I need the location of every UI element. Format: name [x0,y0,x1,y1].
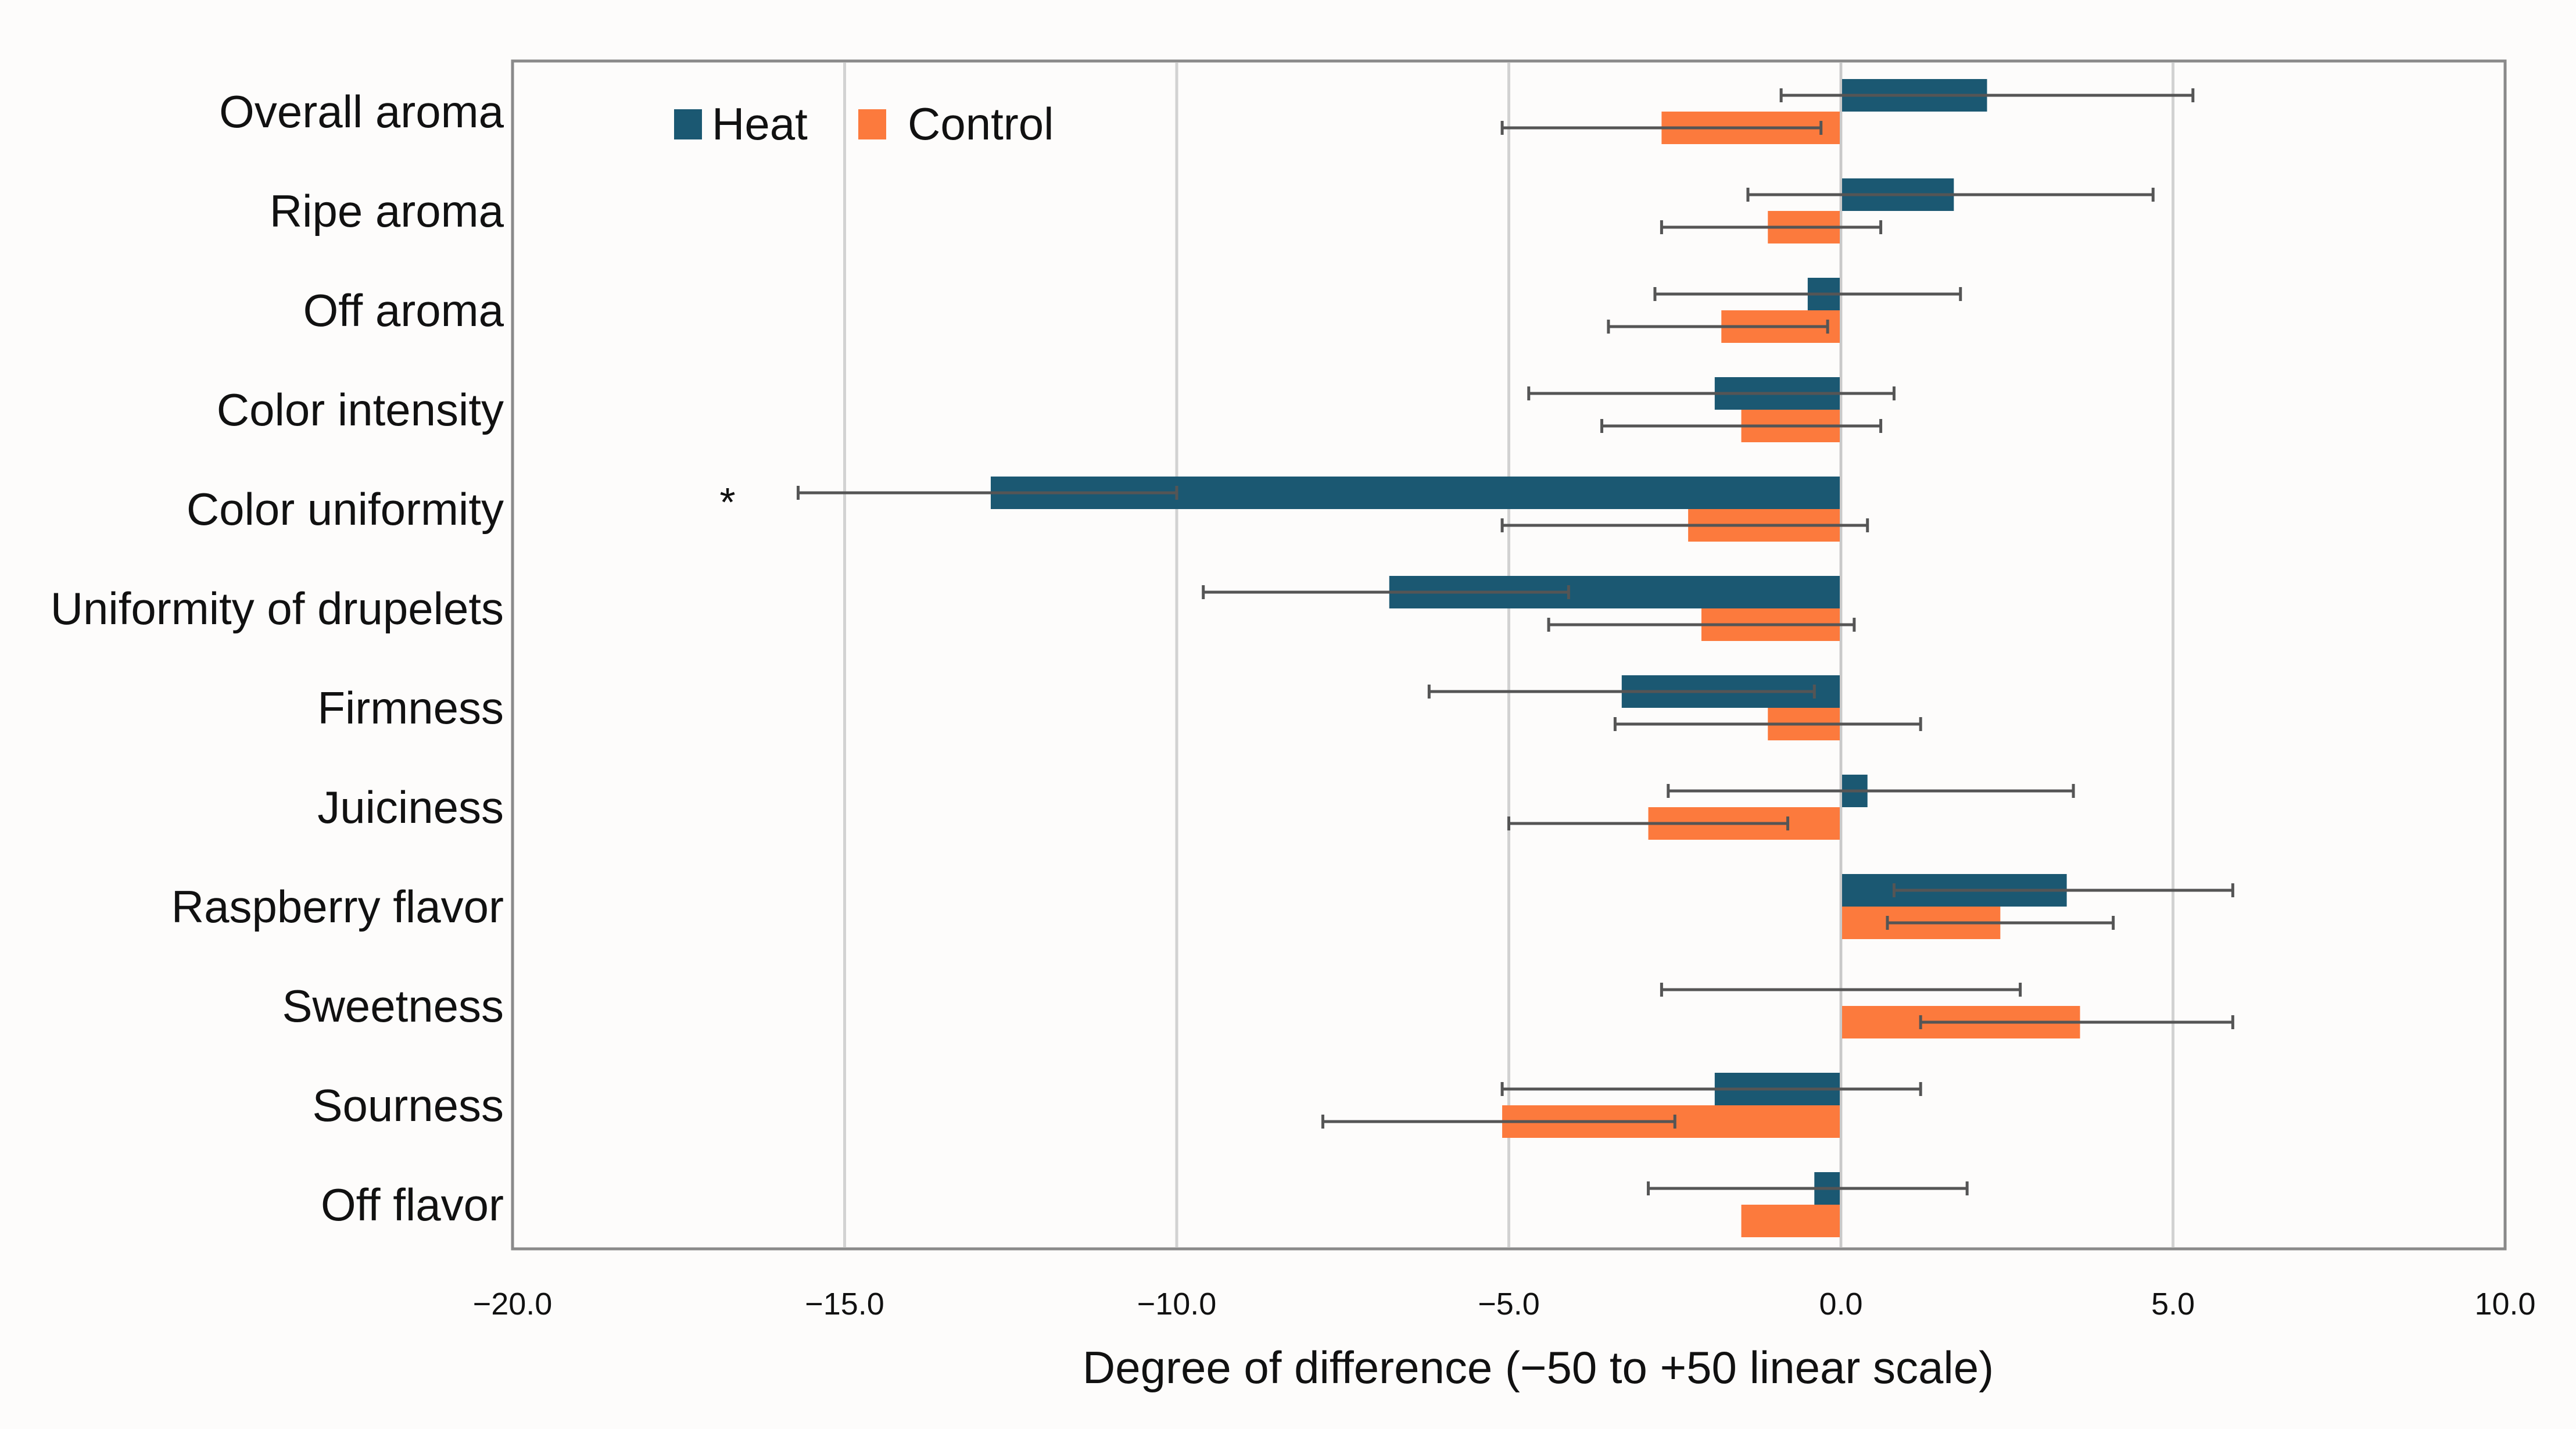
legend-swatch-heat [674,109,702,139]
annotations: * [719,479,735,525]
x-tick-label: −15.0 [805,1287,884,1321]
category-label: Sourness [312,1080,504,1131]
category-label: Raspberry flavor [171,881,504,932]
category-labels: Overall aroma Ripe aroma Off aroma Color in… [51,86,504,1230]
significance-asterisk: * [719,479,735,525]
category-label: Juiciness [317,782,504,833]
category-label: Uniformity of drupelets [51,583,504,634]
x-axis-title: Degree of difference (−50 to +50 linear … [1083,1342,1994,1393]
legend-swatch-control [858,109,886,139]
x-tick-label: −5.0 [1478,1287,1540,1321]
grid-lines [843,63,2174,1247]
category-label: Firmness [317,682,504,733]
x-tick-label: −20.0 [473,1287,553,1321]
category-label: Off aroma [303,285,504,336]
category-label: Color uniformity [187,484,504,535]
x-tick-label: 5.0 [2151,1287,2195,1321]
error-bars [796,88,2234,1195]
legend-label-control: Control [908,98,1054,149]
category-label: Overall aroma [219,86,504,137]
bar-control [1741,1205,1841,1237]
category-label: Off flavor [321,1179,504,1230]
legend: Heat Control [674,98,1054,149]
category-label: Color intensity [217,384,504,435]
x-tick-label: −10.0 [1137,1287,1217,1321]
x-tick-labels: −20.0 −15.0 −10.0 −5.0 0.0 5.0 10.0 [473,1287,2536,1321]
x-tick-label: 0.0 [1819,1287,1862,1321]
category-label: Ripe aroma [270,185,504,237]
x-tick-label: 10.0 [2474,1287,2535,1321]
legend-label-heat: Heat [712,98,808,149]
category-label: Sweetness [282,980,504,1032]
